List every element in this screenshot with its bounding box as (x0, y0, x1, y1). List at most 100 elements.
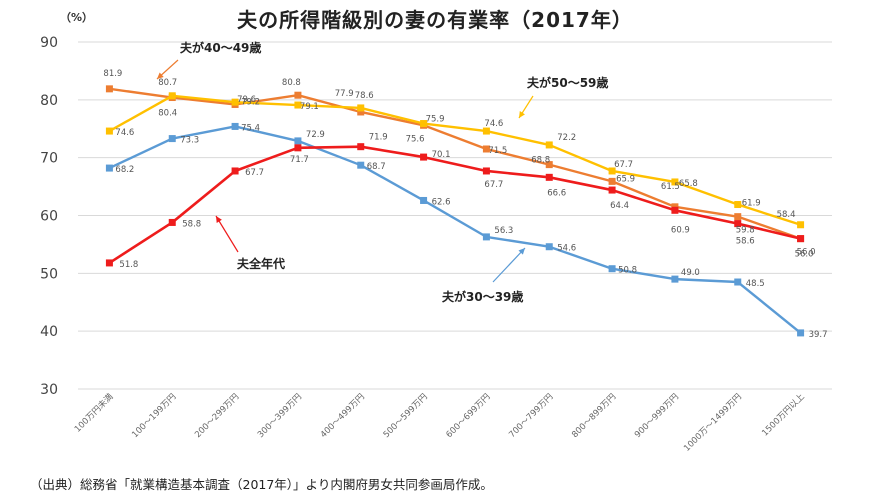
data-label: 75.6 (406, 134, 425, 144)
annotation-label: 夫が40～49歳 (179, 40, 261, 55)
data-point (734, 201, 742, 209)
data-label: 60.9 (671, 225, 690, 235)
annotation-arrowhead (519, 111, 525, 118)
data-label: 67.7 (484, 180, 503, 190)
data-point (608, 186, 616, 194)
annotation-arrowhead (518, 248, 525, 255)
x-tick-label: 800～899万円 (570, 392, 618, 440)
data-label: 61.9 (742, 199, 761, 209)
data-label: 65.9 (616, 174, 635, 184)
y-tick-label: 90 (40, 35, 58, 51)
annotation-arrow (215, 215, 239, 253)
data-label: 67.7 (614, 160, 633, 170)
x-tick-label: 200～299万円 (193, 392, 241, 440)
x-tick-label: 500～599万円 (382, 392, 430, 440)
data-point (482, 145, 490, 153)
chart-title: 夫の所得階級別の妻の有業率（2017年） (237, 8, 633, 32)
data-point (482, 233, 490, 241)
data-label: 70.1 (432, 150, 451, 160)
y-tick-label: 40 (40, 324, 58, 340)
data-point (608, 167, 616, 175)
x-tick-label: 600～699万円 (444, 392, 492, 440)
data-point (797, 221, 805, 229)
y-tick-label: 60 (40, 209, 58, 225)
data-label: 71.5 (488, 146, 507, 156)
data-label: 75.9 (426, 115, 445, 125)
data-point (797, 235, 805, 243)
data-label: 58.6 (736, 237, 755, 247)
series-line (108, 145, 801, 265)
data-point (357, 143, 365, 151)
data-label: 77.9 (335, 89, 354, 99)
data-point (545, 161, 553, 169)
data-point (357, 104, 365, 112)
data-label: 80.4 (158, 109, 177, 119)
data-label: 79.2 (241, 97, 260, 107)
data-label: 68.2 (115, 165, 134, 175)
data-point (482, 167, 490, 175)
x-tick-label: 100万円未満 (72, 391, 116, 435)
x-tick-label: 400～499万円 (319, 392, 367, 440)
data-point (797, 329, 805, 337)
data-point (608, 177, 616, 185)
data-label: 56.3 (494, 226, 513, 236)
data-label: 75.4 (241, 123, 260, 133)
x-tick-label: 1000万～1499万円 (682, 392, 744, 454)
data-point (671, 178, 679, 186)
data-point (105, 259, 113, 267)
annotation-arrowhead (216, 216, 222, 223)
data-point (231, 98, 239, 106)
data-label: 68.8 (531, 156, 550, 166)
data-label: 62.6 (432, 197, 451, 207)
data-label: 67.7 (245, 168, 264, 178)
data-point (357, 161, 365, 169)
data-point (294, 137, 302, 145)
data-label: 79.6 (237, 95, 256, 105)
series-line (109, 87, 801, 240)
data-label: 66.6 (547, 188, 566, 198)
data-label: 48.5 (746, 279, 765, 289)
y-axis: 30 40 50 60 70 80 90（%） (40, 11, 93, 398)
data-label: 49.0 (681, 268, 700, 278)
data-point (420, 120, 428, 128)
x-tick-label: 700～799万円 (507, 392, 555, 440)
data-label: 56.0 (797, 248, 816, 258)
y-tick-label: 30 (40, 382, 58, 398)
data-point (168, 92, 176, 100)
data-labels: 51.8 58.8 67.7 71.7 71.9 70.1 67.7 66.6 64.4 60.9… (103, 69, 827, 340)
data-point (168, 218, 176, 226)
annotation-arrow (492, 247, 526, 283)
data-point (671, 206, 679, 214)
data-point (482, 127, 490, 135)
y-axis-unit: （%） (60, 11, 93, 24)
data-point (734, 220, 742, 228)
y-tick-label: 80 (40, 93, 58, 109)
data-label: 78.6 (355, 91, 374, 101)
data-point (734, 278, 742, 286)
data-point (231, 122, 239, 130)
annotation-label: 夫が30～39歳 (441, 289, 523, 304)
data-label: 74.6 (115, 128, 134, 138)
data-point (294, 101, 302, 109)
annotation-label: 夫全年代 (236, 256, 285, 271)
data-point (294, 91, 302, 99)
data-point (420, 153, 428, 161)
data-label: 39.7 (809, 330, 828, 340)
data-label: 80.7 (158, 78, 177, 88)
data-label: 64.4 (610, 201, 629, 211)
data-label: 80.8 (282, 78, 301, 88)
series-line (108, 125, 802, 334)
source-note: （出典）総務省「就業構造基本調査（2017年）」より内閣府男女共同参画局作成。 (30, 477, 493, 492)
data-point (734, 213, 742, 221)
data-point (545, 173, 553, 181)
data-label: 65.8 (679, 179, 698, 189)
data-label: 74.6 (484, 119, 503, 129)
series-line (108, 94, 801, 226)
annotation-arrowhead (157, 72, 164, 79)
data-point (105, 164, 113, 172)
data-point (105, 127, 113, 135)
data-label: 50.8 (618, 266, 637, 276)
data-label: 61.5 (661, 182, 680, 192)
